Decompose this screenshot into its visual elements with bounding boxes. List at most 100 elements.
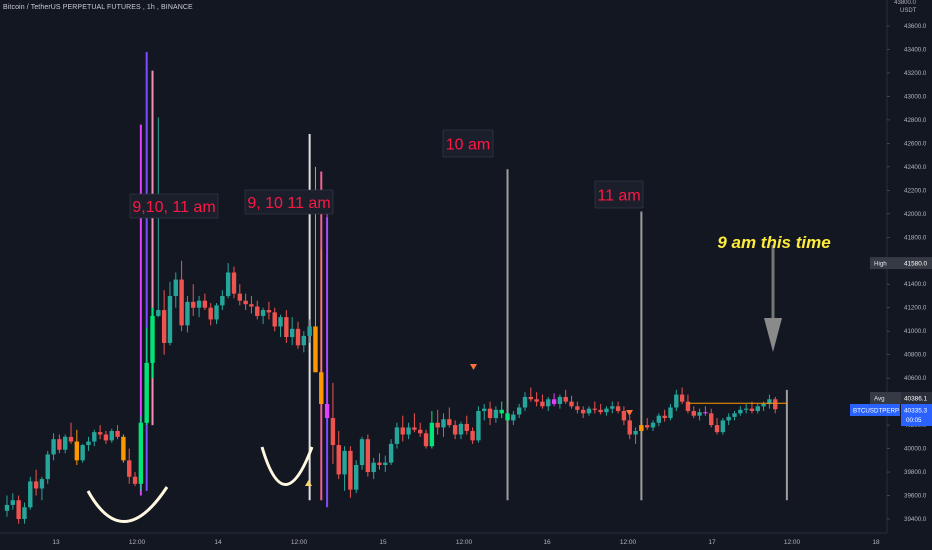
candle-body	[295, 328, 301, 346]
candle-body	[161, 310, 167, 343]
candle-body	[243, 300, 248, 305]
price-tick-label: 42600.0	[904, 140, 927, 147]
overlays	[86, 245, 787, 523]
candle-body	[63, 436, 68, 450]
candle-body	[645, 425, 650, 428]
sell-marker	[626, 410, 633, 416]
candle-body	[313, 326, 318, 373]
candle-body	[452, 425, 458, 435]
candle-body	[400, 427, 405, 435]
price-tick-label: 41400.0	[904, 281, 927, 288]
candle-body	[109, 430, 114, 441]
price-axis-background	[887, 0, 932, 550]
candle-body	[354, 465, 359, 490]
high-badge-label-bg	[870, 257, 901, 270]
candle-body	[540, 401, 545, 407]
candle-body	[45, 454, 50, 480]
price-tick-label: 42400.0	[904, 164, 927, 171]
candle-body	[441, 419, 446, 428]
candle-body	[16, 500, 21, 519]
candle-body	[487, 408, 493, 419]
price-tick-label: 43200.0	[904, 70, 927, 77]
price-tick-label: 42000.0	[904, 211, 927, 218]
candle-body	[563, 396, 568, 402]
candle-body	[359, 439, 365, 466]
candle-body	[202, 300, 208, 308]
candle-body	[348, 450, 353, 490]
annotation-box	[594, 180, 644, 209]
candle-body	[615, 406, 621, 412]
candle-body	[668, 407, 673, 419]
price-tick-label: 42800.0	[904, 117, 927, 124]
candle-body	[650, 422, 656, 428]
candle-body	[755, 406, 760, 412]
candle-body	[86, 441, 91, 446]
avg-badge-value-bg	[901, 392, 932, 404]
price-axis[interactable]: 43800.0 USDT 43600.0 43400.0 43200.0 43000.0 4…	[850, 0, 932, 550]
avg-badge[interactable]: Avg 40386.1	[870, 392, 932, 404]
time-tick-label: 16	[543, 539, 551, 546]
candle-body	[726, 416, 731, 421]
candle-body	[709, 413, 714, 426]
buy-marker	[305, 480, 312, 486]
time-tick-label: 12:00	[620, 539, 637, 546]
candle-body	[365, 439, 371, 473]
candle-body	[388, 443, 394, 463]
candle-body	[173, 279, 178, 296]
high-badge-label: High	[874, 261, 887, 268]
price-tick-label: 39600.0	[904, 493, 927, 500]
candle-body	[80, 445, 85, 461]
price-tick-label: 40000.0	[904, 446, 927, 453]
candle-body	[749, 408, 755, 412]
candle-body	[447, 419, 452, 426]
candle-body	[33, 481, 39, 489]
candle-body	[656, 415, 662, 423]
annotation-label: 10 am	[446, 137, 490, 154]
price-tick-label: 43400.0	[904, 46, 927, 53]
high-badge-value: 41580.0	[904, 261, 928, 268]
candle-body	[482, 408, 487, 412]
candle-body	[284, 317, 289, 338]
candle-body	[627, 420, 632, 435]
price-tick-label: 43800.0	[894, 0, 916, 6]
candle-body	[732, 413, 737, 417]
candle-body	[156, 310, 161, 316]
candle-body	[289, 328, 295, 338]
candle-body	[557, 396, 563, 404]
candle-body	[74, 441, 80, 461]
candle-body	[714, 425, 720, 433]
last-price-bg	[901, 404, 932, 426]
candle-body	[330, 418, 336, 446]
time-tick-label: 18	[872, 539, 880, 546]
candle-body	[103, 434, 109, 441]
candle-body	[237, 293, 242, 301]
candle-body	[406, 427, 411, 435]
candle-body	[743, 408, 749, 410]
time-tick-label: 15	[379, 539, 387, 546]
price-tick-label: 41000.0	[904, 328, 927, 335]
time-axis[interactable]: 13 12:00 14 12:00 15 12:00 16 12:00 17 12:00 18	[0, 532, 887, 550]
candle-body	[394, 427, 400, 444]
candle-body	[493, 409, 499, 419]
candle-body	[505, 413, 510, 421]
annotation-box	[442, 129, 494, 158]
time-tick-label: 12:00	[129, 539, 146, 546]
price-tick-label: 41200.0	[904, 305, 927, 312]
candle-body	[249, 304, 254, 307]
candle-body	[208, 307, 213, 320]
candle-body	[470, 430, 475, 441]
candle-body	[464, 423, 469, 431]
exchange: BINANCE	[161, 4, 193, 11]
candle-body	[569, 401, 574, 407]
last-price-badge[interactable]: BTCUSDTPERP 40335.3 00:05	[850, 404, 932, 426]
candle-body	[301, 335, 307, 346]
candle-body	[28, 481, 33, 508]
high-badge[interactable]: High 41580.0	[870, 257, 932, 270]
candle-body	[167, 295, 173, 343]
candle-body	[720, 420, 726, 433]
candle-body	[92, 432, 97, 442]
candle-body	[150, 315, 155, 363]
candle-body	[435, 422, 440, 428]
candle-body	[10, 500, 16, 505]
